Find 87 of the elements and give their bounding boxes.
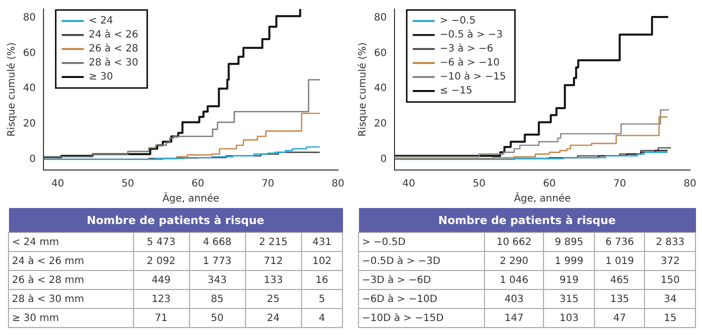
text: 5 473	[146, 236, 176, 248]
x-tick-label: 70	[262, 178, 274, 190]
text: 135	[610, 294, 630, 304]
y-axis-title: Risque cumulé (%)	[6, 42, 18, 137]
x-axis-title: Âge, année	[514, 192, 571, 205]
category-label: −6D à > −10D	[362, 294, 438, 304]
text: 2 092	[146, 256, 176, 266]
text: 315	[560, 294, 579, 304]
y-axis-title: Risque cumulé (%)	[358, 42, 369, 137]
legend-label: > −0.5	[440, 16, 476, 27]
text: 50	[210, 312, 224, 324]
text: 403	[504, 294, 524, 304]
x-tick-label: 40	[402, 178, 416, 190]
legend-label: −3 à > −6	[440, 44, 494, 55]
x-tick-label: 60	[192, 178, 204, 190]
y-tick-label: 0	[29, 154, 36, 165]
x-tick-label: 80	[684, 178, 696, 190]
text: 102	[312, 256, 332, 266]
text: 4	[318, 312, 326, 324]
text: 16	[316, 274, 328, 286]
y-tick-label: 0	[380, 154, 387, 165]
text: 25	[266, 294, 280, 304]
x-axis-title: Âge, année	[162, 192, 220, 205]
y-tick-label: 40	[374, 83, 387, 94]
text: 133	[264, 274, 283, 286]
text: 9 895	[554, 236, 584, 248]
text: 15	[664, 312, 677, 324]
category-label: −3D à > −6D	[362, 274, 431, 286]
y-tick-label: 20	[22, 118, 36, 130]
category-label: ≥ 30 mm	[12, 312, 59, 324]
text: 431	[312, 236, 332, 248]
text: 5	[318, 294, 326, 304]
y-tick-label: 80	[374, 12, 387, 24]
y-tick-label: 80	[22, 12, 36, 24]
text: Nombre de patients à risque	[8, 208, 342, 232]
text: 24	[266, 312, 280, 324]
text: 2 215	[258, 236, 288, 248]
text: 449	[152, 274, 171, 286]
text: 71	[154, 312, 168, 324]
text: 1 773	[202, 256, 232, 266]
text: 4 668	[202, 236, 232, 248]
legend-label: 26 à < 28	[88, 44, 138, 55]
category-label: 28 à < 30 mm	[12, 294, 84, 304]
text: 1 046	[500, 274, 528, 286]
category-label: 24 à < 26 mm	[12, 256, 84, 266]
y-tick-label: 40	[22, 83, 36, 94]
text: 10 662	[496, 236, 532, 248]
y-tick-label: 60	[22, 48, 36, 59]
text: 712	[264, 256, 283, 266]
category-label: 26 à < 28 mm	[12, 274, 84, 286]
legend-label: ≤ −15	[440, 86, 472, 97]
text: 123	[152, 294, 171, 304]
legend-label: < 24	[88, 16, 114, 27]
text: 34	[664, 294, 677, 304]
text: 103	[560, 312, 579, 324]
text: 343	[208, 274, 227, 286]
text: 2 833	[656, 236, 685, 248]
y-tick-label: 20	[374, 118, 387, 130]
text: 1 999	[554, 256, 584, 266]
category-label: −10D à > −15D	[362, 312, 444, 324]
x-tick-label: 50	[121, 178, 134, 190]
x-tick-label: 50	[472, 178, 486, 190]
y-tick-label: 60	[374, 48, 387, 59]
legend-label: ≥ 30	[88, 72, 114, 83]
text: 372	[660, 256, 680, 266]
text: 919	[560, 274, 579, 286]
legend-label: −10 à > −15	[440, 72, 506, 83]
text: 147	[504, 312, 524, 324]
text: 85	[210, 294, 224, 304]
text: 1 019	[605, 256, 634, 266]
category-label: < 24 mm	[12, 236, 59, 248]
legend-label: −6 à > −10	[440, 58, 500, 69]
category-label: −0.5D à > −3D	[362, 256, 440, 266]
legend-label: −0.5 à > −3	[440, 30, 503, 41]
x-tick-label: 80	[332, 178, 344, 190]
text: Nombre de patients à risque	[358, 208, 696, 232]
text: 465	[610, 274, 630, 286]
text: 47	[613, 312, 626, 324]
x-tick-label: 60	[543, 178, 556, 190]
x-tick-label: 70	[613, 178, 626, 190]
category-label: > −0.5D	[362, 236, 406, 248]
legend-label: 24 à < 26	[88, 30, 138, 41]
legend-label: 28 à < 30	[88, 58, 138, 69]
text: 2 290	[500, 256, 528, 266]
x-tick-label: 40	[51, 178, 64, 190]
text: 150	[660, 274, 680, 286]
text: 6 736	[605, 236, 634, 248]
